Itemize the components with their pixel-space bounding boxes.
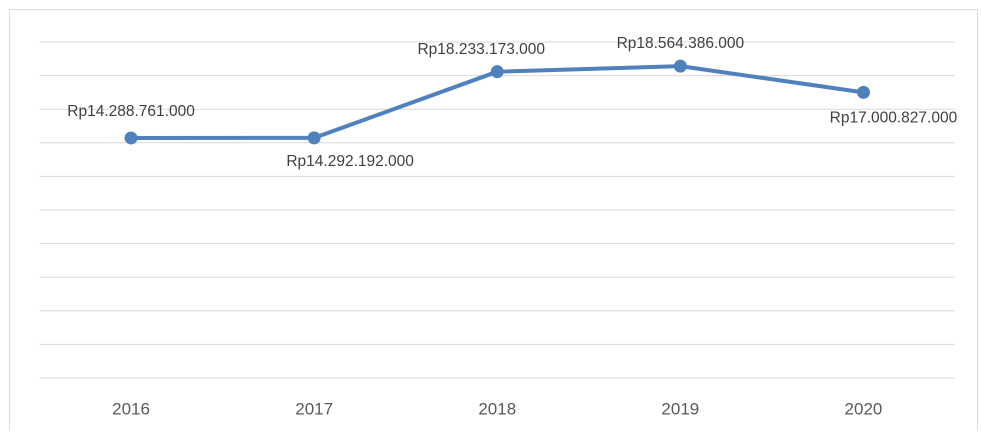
data-label: Rp17.000.827.000 <box>830 109 958 126</box>
x-tick-label: 2017 <box>295 399 333 418</box>
chart-border <box>9 9 978 435</box>
point <box>124 131 138 145</box>
x-tick-label: 2016 <box>112 399 150 418</box>
point <box>856 85 870 99</box>
data-label: Rp14.288.761.000 <box>67 103 195 120</box>
data-label: Rp18.564.386.000 <box>617 35 745 52</box>
x-tick-label: 2020 <box>845 399 883 418</box>
point <box>673 59 687 73</box>
point <box>307 131 321 145</box>
x-tick-label: 2018 <box>478 399 516 418</box>
x-tick-label: 2019 <box>661 399 699 418</box>
point <box>490 65 504 79</box>
data-label: Rp18.233.173.000 <box>417 41 545 58</box>
data-label: Rp14.292.192.000 <box>286 153 414 170</box>
